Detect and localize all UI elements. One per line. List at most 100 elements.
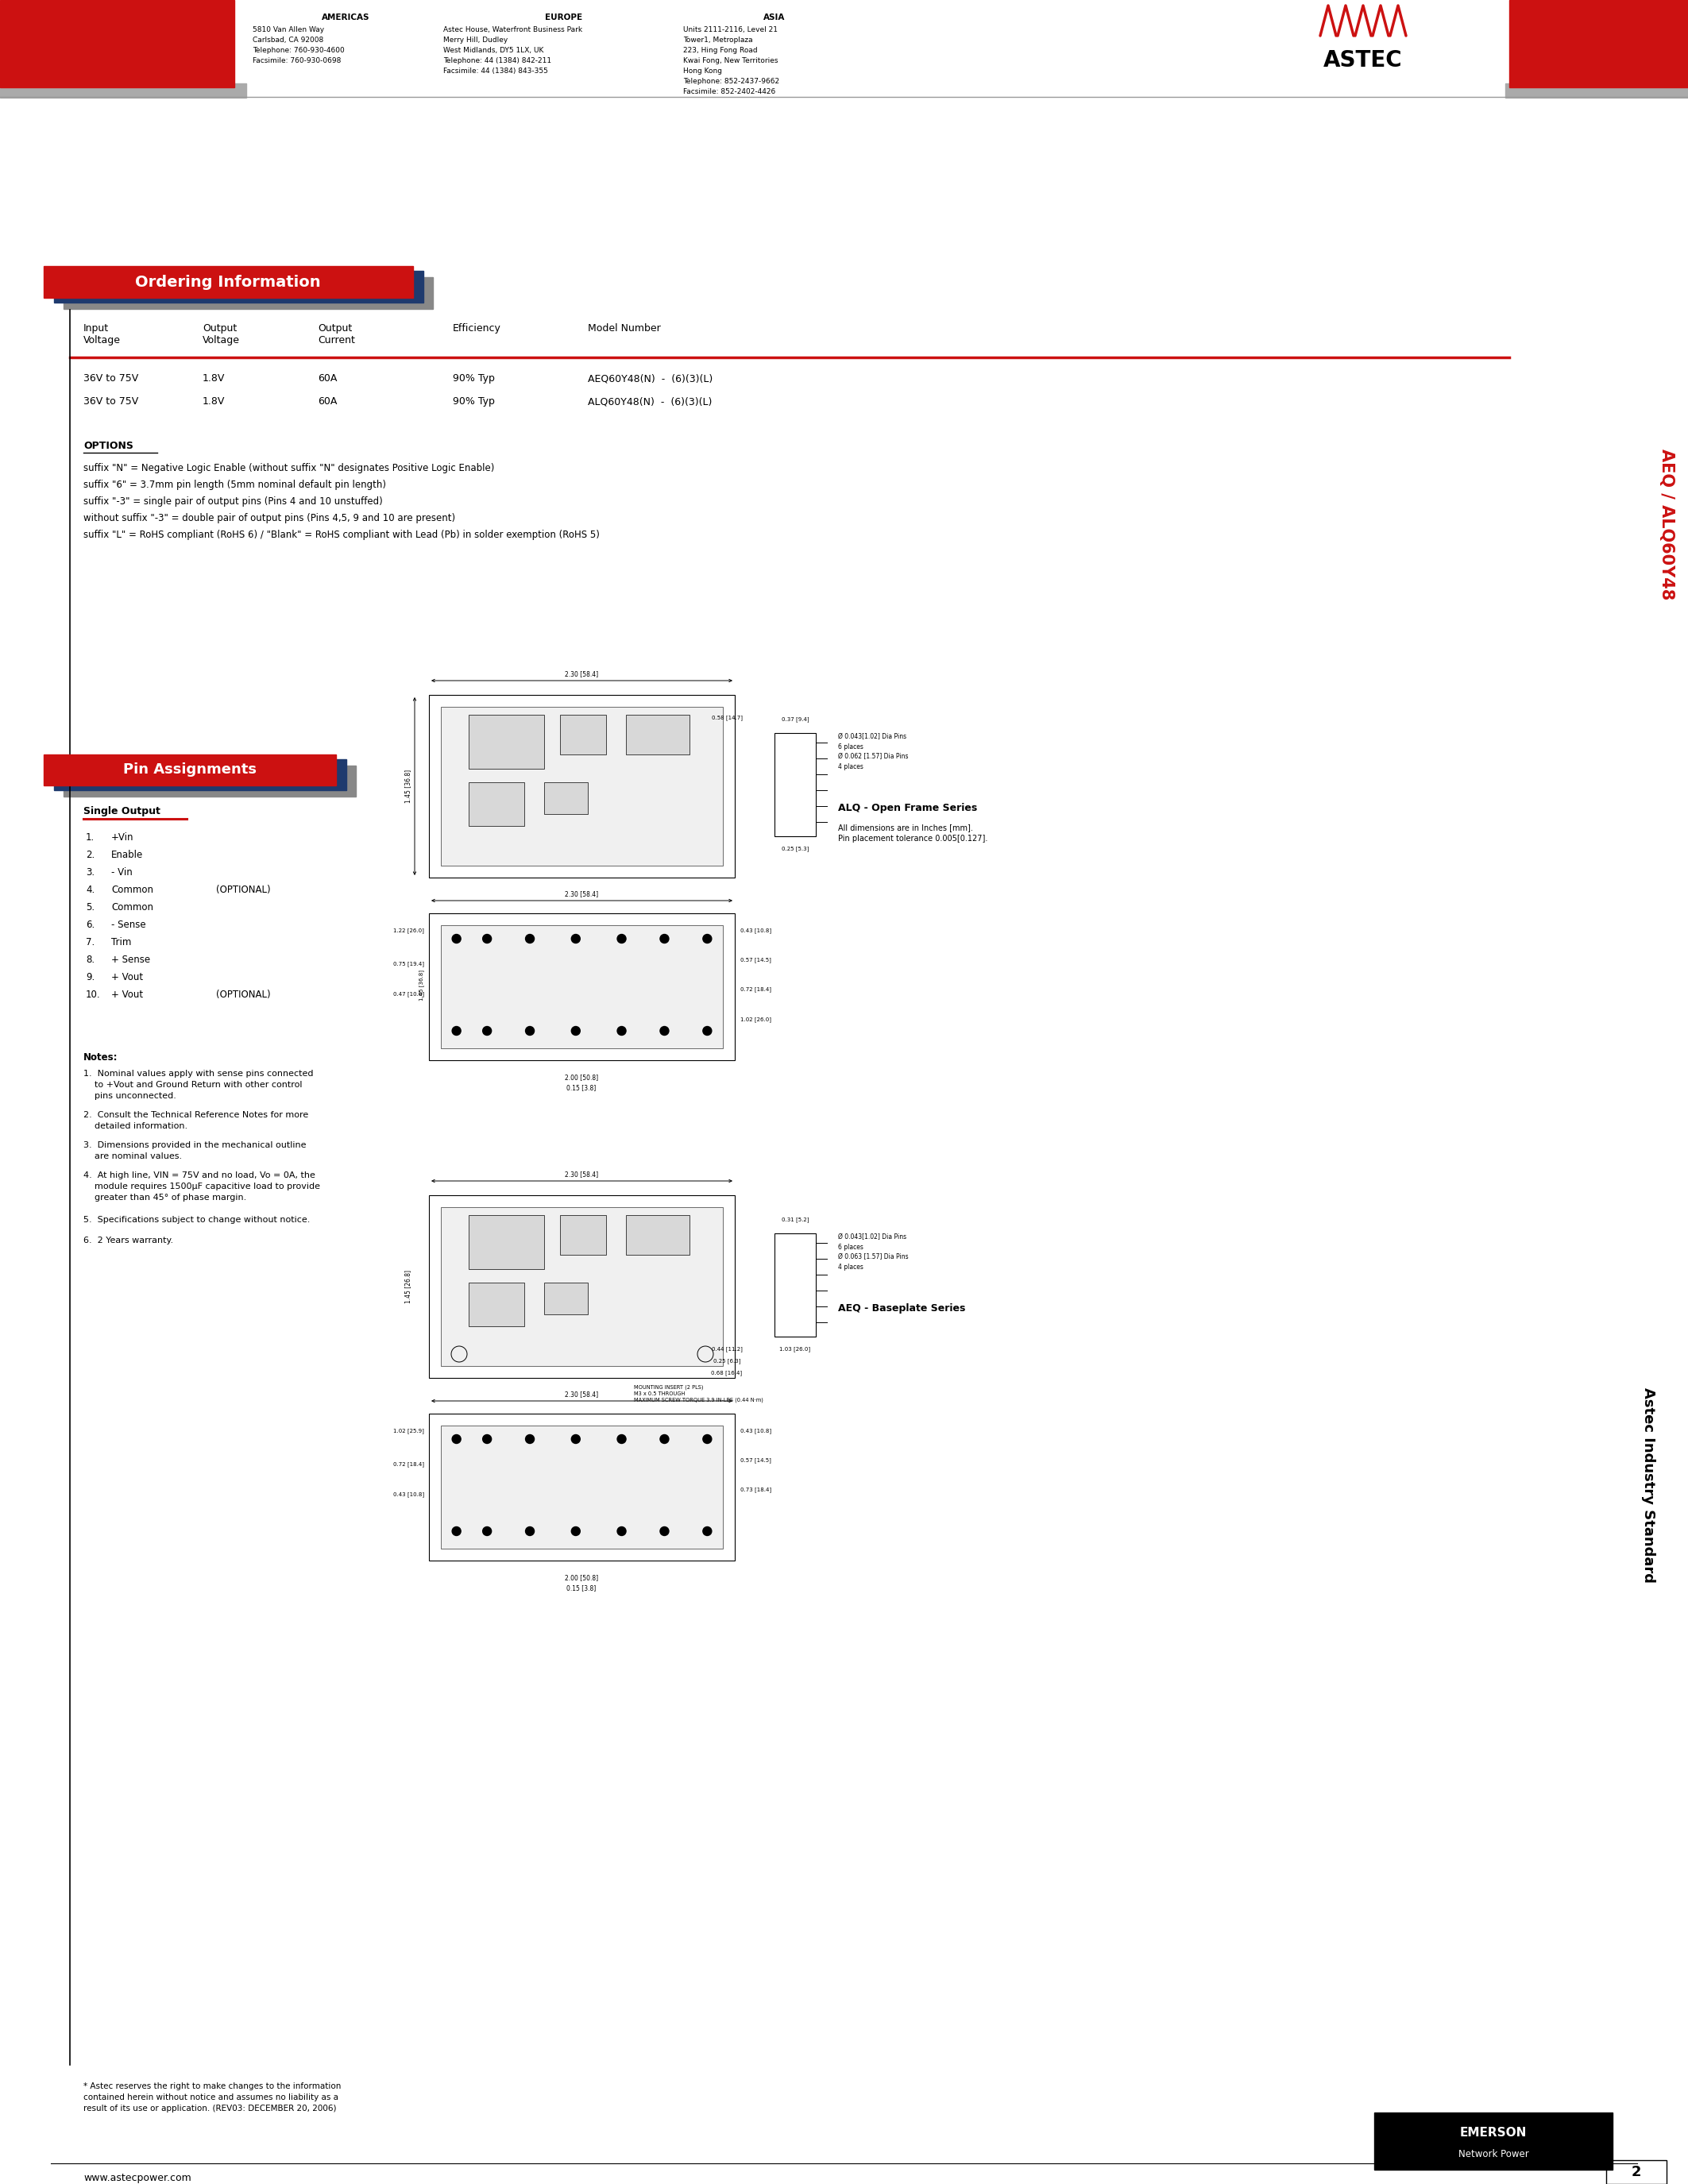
Text: AEQ - Baseplate Series: AEQ - Baseplate Series: [837, 1304, 966, 1313]
Bar: [0, 83, 246, 98]
Text: Telephone: 760-930-4600: Telephone: 760-930-4600: [253, 46, 344, 55]
Text: 0.72 [18.4]: 0.72 [18.4]: [393, 1461, 424, 1468]
Circle shape: [660, 1527, 668, 1535]
Text: 0.43 [10.8]: 0.43 [10.8]: [741, 1428, 771, 1433]
Text: * Astec reserves the right to make changes to the information
contained herein w: * Astec reserves the right to make chang…: [83, 2081, 341, 2112]
Text: 90% Typ: 90% Typ: [452, 395, 495, 406]
Circle shape: [571, 935, 581, 943]
Text: without suffix "-3" = double pair of output pins (Pins 4,5, 9 and 10 are present: without suffix "-3" = double pair of out…: [83, 513, 456, 524]
Text: 36V to 75V: 36V to 75V: [83, 395, 138, 406]
Text: 4.: 4.: [86, 885, 95, 895]
Bar: [429, 913, 734, 1059]
Text: 6.  2 Years warranty.: 6. 2 Years warranty.: [83, 1236, 174, 1245]
Text: EMERSON: EMERSON: [1460, 2127, 1528, 2138]
Circle shape: [452, 1026, 461, 1035]
Text: Telephone: 44 (1384) 842-211: Telephone: 44 (1384) 842-211: [444, 57, 552, 63]
Bar: [441, 1426, 722, 1548]
Text: 1.45 [26.8]: 1.45 [26.8]: [405, 1269, 412, 1304]
Bar: [469, 714, 544, 769]
Text: OPTIONS: OPTIONS: [83, 441, 133, 452]
Circle shape: [618, 1026, 626, 1035]
Text: EUROPE: EUROPE: [545, 13, 582, 22]
Text: 1.03 [26.0]: 1.03 [26.0]: [780, 1345, 810, 1352]
Bar: [44, 753, 336, 786]
Circle shape: [452, 1527, 461, 1535]
Text: Carlsbad, CA 92008: Carlsbad, CA 92008: [253, 37, 324, 44]
Bar: [0, 0, 235, 87]
Text: Facsimile: 44 (1384) 843-355: Facsimile: 44 (1384) 843-355: [444, 68, 549, 74]
Text: Ø 0.043[1.02] Dia Pins
6 places
Ø 0.062 [1.57] Dia Pins
4 places: Ø 0.043[1.02] Dia Pins 6 places Ø 0.062 …: [837, 734, 908, 771]
Text: 2.30 [58.4]: 2.30 [58.4]: [565, 891, 598, 898]
Text: 1.45 [36.8]: 1.45 [36.8]: [419, 970, 424, 1000]
Text: - Sense: - Sense: [111, 919, 145, 930]
Circle shape: [702, 1527, 712, 1535]
Text: ALQ - Open Frame Series: ALQ - Open Frame Series: [837, 804, 977, 812]
Bar: [544, 1282, 587, 1315]
Circle shape: [525, 1527, 533, 1535]
Text: 0.43 [10.8]: 0.43 [10.8]: [393, 1492, 424, 1496]
Bar: [429, 695, 734, 878]
Text: ASIA: ASIA: [763, 13, 785, 22]
Text: Common: Common: [111, 885, 154, 895]
Text: Telephone: 852-2437-9662: Telephone: 852-2437-9662: [684, 79, 780, 85]
Text: MOUNTING INSERT (2 PLS)
M3 x 0.5 THROUGH
MAXIMUM SCREW TORQUE 3.9 IN-LBS (0.44 N: MOUNTING INSERT (2 PLS) M3 x 0.5 THROUGH…: [635, 1385, 763, 1402]
Text: West Midlands, DY5 1LX, UK: West Midlands, DY5 1LX, UK: [444, 46, 544, 55]
Text: + Vout: + Vout: [111, 989, 143, 1000]
Text: 3.: 3.: [86, 867, 95, 878]
Circle shape: [452, 1435, 461, 1444]
Bar: [626, 714, 689, 753]
Bar: [441, 1208, 722, 1365]
Text: 2.30 [58.4]: 2.30 [58.4]: [565, 1171, 598, 1177]
Text: Tower1, Metroplaza: Tower1, Metroplaza: [684, 37, 753, 44]
Bar: [560, 714, 606, 753]
Text: 0.75 [19.4]: 0.75 [19.4]: [393, 961, 424, 965]
Text: 2: 2: [1631, 2164, 1641, 2180]
Circle shape: [618, 1435, 626, 1444]
Bar: [775, 734, 815, 836]
Text: Single Output: Single Output: [83, 806, 160, 817]
Circle shape: [525, 1026, 533, 1035]
Circle shape: [483, 1026, 491, 1035]
Text: AMERICAS: AMERICAS: [321, 13, 370, 22]
Bar: [1509, 0, 1688, 87]
Circle shape: [525, 1435, 533, 1444]
Text: Ordering Information: Ordering Information: [135, 275, 321, 290]
Text: Astec House, Waterfront Business Park: Astec House, Waterfront Business Park: [444, 26, 582, 33]
Text: 60A: 60A: [317, 395, 338, 406]
Text: 0.31 [5.2]: 0.31 [5.2]: [782, 1216, 809, 1223]
Text: 2.: 2.: [86, 850, 95, 860]
Text: 2.30 [58.4]: 2.30 [58.4]: [565, 670, 598, 677]
Text: 6.: 6.: [86, 919, 95, 930]
Text: 1.8V: 1.8V: [203, 373, 225, 384]
Bar: [1506, 83, 1688, 98]
Text: 0.68 [16.4]: 0.68 [16.4]: [711, 1369, 743, 1376]
Text: Pin Assignments: Pin Assignments: [123, 762, 257, 778]
Text: 1.02 [26.0]: 1.02 [26.0]: [741, 1016, 771, 1022]
Text: Hong Kong: Hong Kong: [684, 68, 722, 74]
Text: 0.15 [3.8]: 0.15 [3.8]: [567, 1083, 596, 1092]
Text: 0.73 [18.4]: 0.73 [18.4]: [741, 1487, 771, 1492]
Text: - Vin: - Vin: [111, 867, 132, 878]
Text: 60A: 60A: [317, 373, 338, 384]
Text: Output
Current: Output Current: [317, 323, 354, 345]
Text: 0.44 [11.2]: 0.44 [11.2]: [711, 1345, 743, 1352]
Bar: [64, 767, 356, 797]
Text: (OPTIONAL): (OPTIONAL): [216, 885, 270, 895]
Bar: [469, 1214, 544, 1269]
Text: suffix "L" = RoHS compliant (RoHS 6) / "Blank" = RoHS compliant with Lead (Pb) i: suffix "L" = RoHS compliant (RoHS 6) / "…: [83, 531, 599, 539]
Bar: [560, 1214, 606, 1256]
Text: Trim: Trim: [111, 937, 132, 948]
Circle shape: [571, 1435, 581, 1444]
Circle shape: [571, 1527, 581, 1535]
Bar: [44, 266, 414, 297]
Bar: [626, 1214, 689, 1256]
Text: 0.57 [14.5]: 0.57 [14.5]: [741, 957, 771, 963]
Text: suffix "-3" = single pair of output pins (Pins 4 and 10 unstuffed): suffix "-3" = single pair of output pins…: [83, 496, 383, 507]
Bar: [469, 782, 525, 826]
Text: Efficiency: Efficiency: [452, 323, 501, 334]
Text: 0.25 [6.3]: 0.25 [6.3]: [712, 1358, 741, 1363]
Text: 2.  Consult the Technical Reference Notes for more
    detailed information.: 2. Consult the Technical Reference Notes…: [83, 1112, 309, 1129]
Text: 3.  Dimensions provided in the mechanical outline
    are nominal values.: 3. Dimensions provided in the mechanical…: [83, 1142, 306, 1160]
Circle shape: [618, 1527, 626, 1535]
Circle shape: [483, 1527, 491, 1535]
